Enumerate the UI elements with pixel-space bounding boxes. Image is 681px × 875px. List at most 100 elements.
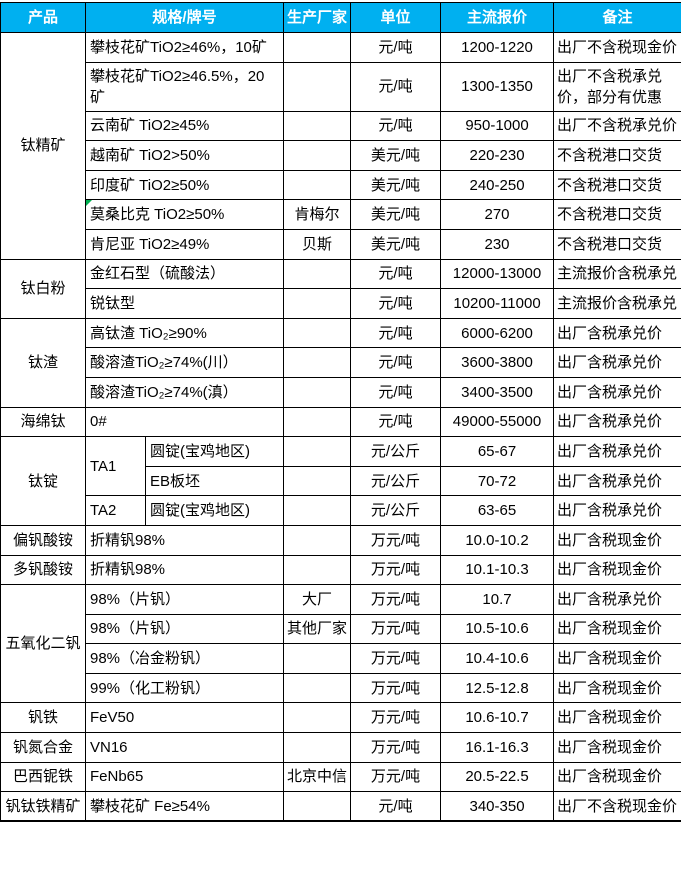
spec-cell: 锐钛型 (86, 289, 284, 319)
note-cell: 出厂不含税现金价 (554, 792, 681, 822)
note-cell: 不含税港口交货 (554, 170, 681, 200)
note-cell: 主流报价含税承兑 (554, 259, 681, 289)
table-row: 莫桑比克 TiO2≥50% 肯梅尔 美元/吨 270 不含税港口交货 (1, 200, 681, 230)
table-row: 攀枝花矿TiO2≥46.5%，20矿 元/吨 1300-1350 出厂不含税承兑… (1, 62, 681, 111)
unit-cell: 万元/吨 (351, 673, 441, 703)
price-cell: 20.5-22.5 (441, 762, 554, 792)
manufacturer-cell: 其他厂家 (284, 614, 351, 644)
unit-cell: 元/吨 (351, 259, 441, 289)
note-cell: 出厂含税承兑价 (554, 496, 681, 526)
spec-cell: 98%（冶金粉钒） (86, 644, 284, 674)
note-cell: 出厂含税现金价 (554, 733, 681, 763)
price-cell: 3600-3800 (441, 348, 554, 378)
manufacturer-cell (284, 496, 351, 526)
unit-cell: 万元/吨 (351, 703, 441, 733)
price-cell: 10.0-10.2 (441, 525, 554, 555)
price-cell: 340-350 (441, 792, 554, 822)
note-cell: 出厂含税承兑价 (554, 407, 681, 437)
price-cell: 10.6-10.7 (441, 703, 554, 733)
table-row: 五氧化二钒 98%（片钒） 大厂 万元/吨 10.7 出厂含税承兑价 (1, 585, 681, 615)
manufacturer-cell (284, 348, 351, 378)
price-cell: 12000-13000 (441, 259, 554, 289)
spec-form-cell: 圆锭(宝鸡地区) (146, 437, 284, 467)
spec-cell: 98%（片钒） (86, 585, 284, 615)
col-header-note: 备注 (554, 3, 681, 33)
unit-cell: 元/吨 (351, 62, 441, 111)
table-row: 98%（片钒） 其他厂家 万元/吨 10.5-10.6 出厂含税现金价 (1, 614, 681, 644)
note-cell: 出厂含税承兑价 (554, 585, 681, 615)
unit-cell: 万元/吨 (351, 555, 441, 585)
unit-cell: 元/公斤 (351, 496, 441, 526)
spec-cell: 云南矿 TiO2≥45% (86, 111, 284, 141)
price-cell: 3400-3500 (441, 377, 554, 407)
spec-cell: 印度矿 TiO2≥50% (86, 170, 284, 200)
unit-cell: 万元/吨 (351, 525, 441, 555)
note-cell: 主流报价含税承兑 (554, 289, 681, 319)
note-cell: 出厂含税现金价 (554, 703, 681, 733)
table-row: 印度矿 TiO2≥50% 美元/吨 240-250 不含税港口交货 (1, 170, 681, 200)
unit-cell: 元/吨 (351, 33, 441, 63)
unit-cell: 美元/吨 (351, 229, 441, 259)
price-cell: 6000-6200 (441, 318, 554, 348)
product-cell: 钛渣 (1, 318, 86, 407)
price-cell: 10.1-10.3 (441, 555, 554, 585)
unit-cell: 万元/吨 (351, 733, 441, 763)
spec-cell: 肯尼亚 TiO2≥49% (86, 229, 284, 259)
price-cell: 240-250 (441, 170, 554, 200)
unit-cell: 元/公斤 (351, 466, 441, 496)
table-row: 钒钛铁精矿 攀枝花矿 Fe≥54% 元/吨 340-350 出厂不含税现金价 (1, 792, 681, 822)
price-cell: 1300-1350 (441, 62, 554, 111)
manufacturer-cell (284, 259, 351, 289)
table-row: 钛锭 TA1 圆锭(宝鸡地区) 元/公斤 65-67 出厂含税承兑价 (1, 437, 681, 467)
spec-cell: 0# (86, 407, 284, 437)
price-cell: 1200-1220 (441, 33, 554, 63)
product-cell: 巴西铌铁 (1, 762, 86, 792)
table-row: 多钒酸铵 折精钒98% 万元/吨 10.1-10.3 出厂含税现金价 (1, 555, 681, 585)
spec-cell: 酸溶渣TiO₂≥74%(川） (86, 348, 284, 378)
manufacturer-cell (284, 437, 351, 467)
table-row: 钛渣 高钛渣 TiO₂≥90% 元/吨 6000-6200 出厂含税承兑价 (1, 318, 681, 348)
spec-cell: 98%（片钒） (86, 614, 284, 644)
unit-cell: 元/吨 (351, 792, 441, 822)
manufacturer-cell (284, 141, 351, 171)
manufacturer-cell: 肯梅尔 (284, 200, 351, 230)
table-row: 钒铁 FeV50 万元/吨 10.6-10.7 出厂含税现金价 (1, 703, 681, 733)
manufacturer-cell (284, 466, 351, 496)
spec-cell: FeV50 (86, 703, 284, 733)
header-row: 产品 规格/牌号 生产厂家 单位 主流报价 备注 (1, 3, 681, 33)
price-cell: 10.5-10.6 (441, 614, 554, 644)
product-cell: 多钒酸铵 (1, 555, 86, 585)
note-cell: 出厂不含税承兑价，部分有优惠 (554, 62, 681, 111)
spec-cell: 折精钒98% (86, 525, 284, 555)
spec-grade-cell: TA2 (86, 496, 146, 526)
table-header: 产品 规格/牌号 生产厂家 单位 主流报价 备注 (1, 3, 681, 33)
manufacturer-cell (284, 525, 351, 555)
note-cell: 出厂不含税现金价 (554, 33, 681, 63)
table-row: 98%（冶金粉钒） 万元/吨 10.4-10.6 出厂含税现金价 (1, 644, 681, 674)
note-cell: 出厂含税现金价 (554, 525, 681, 555)
table-row: 钛精矿 攀枝花矿TiO2≥46%，10矿 元/吨 1200-1220 出厂不含税… (1, 33, 681, 63)
table-row: 钛白粉 金红石型（硫酸法） 元/吨 12000-13000 主流报价含税承兑 (1, 259, 681, 289)
table-row: 海绵钛 0# 元/吨 49000-55000 出厂含税承兑价 (1, 407, 681, 437)
note-cell: 出厂含税现金价 (554, 762, 681, 792)
unit-cell: 元/吨 (351, 348, 441, 378)
spec-cell: VN16 (86, 733, 284, 763)
note-cell: 不含税港口交货 (554, 141, 681, 171)
product-cell: 钒铁 (1, 703, 86, 733)
price-cell: 65-67 (441, 437, 554, 467)
spec-cell: 攀枝花矿 Fe≥54% (86, 792, 284, 822)
product-cell: 钛锭 (1, 437, 86, 526)
spec-cell: 攀枝花矿TiO2≥46%，10矿 (86, 33, 284, 63)
table-row: 肯尼亚 TiO2≥49% 贝斯 美元/吨 230 不含税港口交货 (1, 229, 681, 259)
spec-text: 莫桑比克 TiO2≥50% (90, 206, 224, 223)
note-cell: 出厂含税承兑价 (554, 318, 681, 348)
note-cell: 不含税港口交货 (554, 200, 681, 230)
table-row: TA2 圆锭(宝鸡地区) 元/公斤 63-65 出厂含税承兑价 (1, 496, 681, 526)
price-table: 产品 规格/牌号 生产厂家 单位 主流报价 备注 钛精矿 攀枝花矿TiO2≥46… (0, 2, 681, 822)
manufacturer-cell (284, 62, 351, 111)
col-header-spec: 规格/牌号 (86, 3, 284, 33)
note-cell: 出厂含税承兑价 (554, 377, 681, 407)
product-cell: 海绵钛 (1, 407, 86, 437)
table-row: 酸溶渣TiO₂≥74%(滇） 元/吨 3400-3500 出厂含税承兑价 (1, 377, 681, 407)
table-row: 99%（化工粉钒） 万元/吨 12.5-12.8 出厂含税现金价 (1, 673, 681, 703)
